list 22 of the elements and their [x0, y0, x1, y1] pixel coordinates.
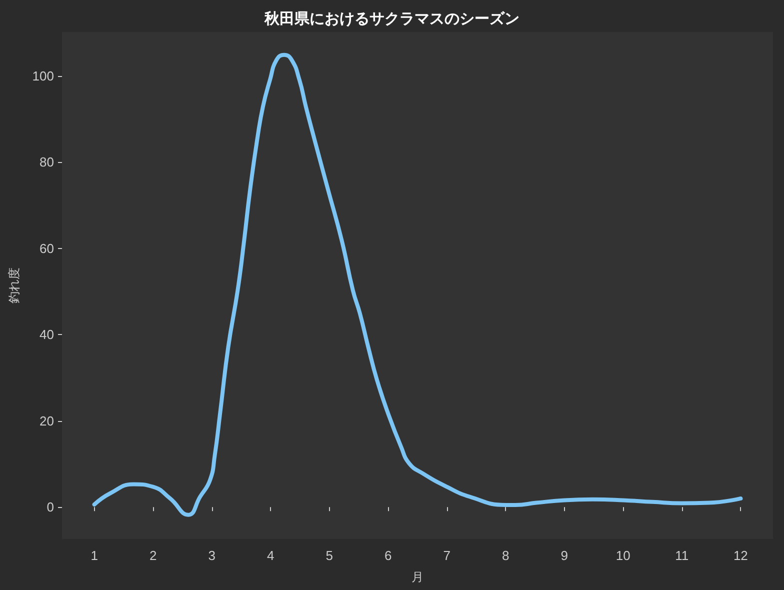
x-tick-label: 6 — [384, 548, 392, 563]
y-tick-label: 20 — [40, 413, 54, 428]
x-tick-label: 11 — [675, 548, 689, 563]
y-axis-title: 釣れ度 — [7, 268, 21, 304]
x-tick-label: 4 — [266, 548, 274, 563]
x-tick-label: 5 — [326, 548, 333, 563]
y-tick-label: 100 — [32, 68, 54, 84]
x-tick-label: 12 — [733, 548, 748, 563]
x-tick-label: 2 — [149, 548, 157, 563]
x-tick-label: 9 — [560, 548, 568, 563]
x-tick-label: 1 — [90, 548, 98, 563]
x-tick-label: 10 — [616, 548, 630, 563]
line-series — [92, 52, 743, 517]
x-tick-label: 7 — [443, 548, 450, 563]
x-tick-label: 8 — [502, 548, 510, 563]
y-tick-label: 60 — [40, 240, 54, 256]
y-tick-label: 40 — [40, 327, 54, 342]
x-axis-title: 月 — [412, 570, 424, 584]
x-tick-label: 3 — [208, 548, 216, 563]
y-tick-label: 80 — [40, 154, 54, 170]
y-tick-label: 0 — [46, 500, 54, 515]
chart-title: 秋田県におけるサクラマスのシーズン — [264, 10, 520, 28]
